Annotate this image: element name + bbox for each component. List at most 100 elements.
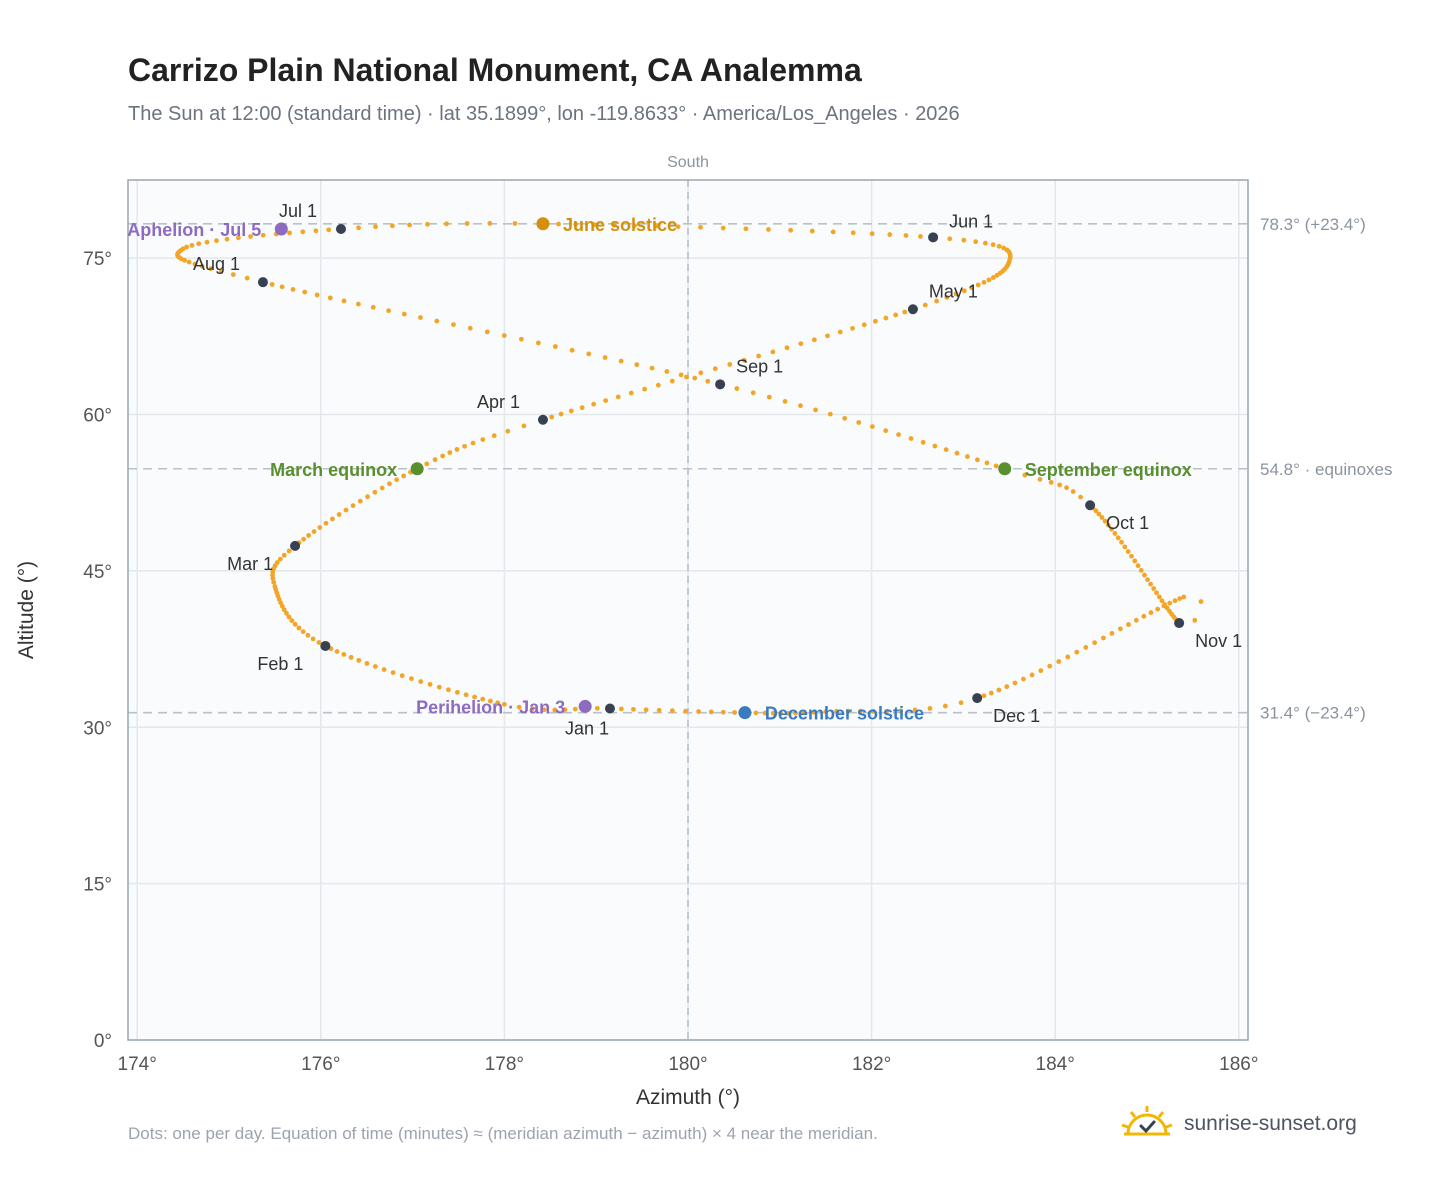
- daily-sun-dot: [1038, 668, 1044, 674]
- daily-sun-dot: [958, 700, 964, 706]
- daily-sun-dot: [618, 358, 624, 364]
- daily-sun-dot: [1056, 659, 1062, 664]
- daily-sun-dot: [873, 318, 878, 324]
- daily-sun-dot: [1156, 594, 1162, 600]
- daily-sun-dot: [454, 447, 460, 452]
- daily-sun-dot: [292, 621, 298, 627]
- daily-sun-dot: [1151, 586, 1157, 591]
- event-marker: [274, 222, 288, 236]
- month-label: Feb 1: [257, 654, 303, 674]
- daily-sun-dot: [336, 512, 342, 517]
- daily-sun-dot: [961, 237, 967, 243]
- daily-sun-dot: [290, 287, 296, 292]
- daily-sun-dot: [390, 223, 395, 229]
- daily-sun-dot: [896, 432, 901, 438]
- daily-sun-dot: [1177, 596, 1183, 601]
- daily-sun-dot: [552, 344, 558, 349]
- daily-sun-dot: [427, 681, 433, 687]
- daily-sun-dot: [830, 229, 836, 235]
- daily-sun-dot: [454, 689, 460, 695]
- event-marker: [998, 462, 1012, 476]
- daily-sun-dot: [683, 708, 688, 714]
- daily-sun-dot: [678, 372, 684, 378]
- daily-sun-dot: [943, 447, 949, 453]
- daily-sun-dot: [756, 353, 762, 359]
- y-tick-label: 15°: [83, 875, 112, 896]
- daily-sun-dot: [1070, 489, 1076, 494]
- daily-sun-dot: [813, 407, 818, 413]
- daily-sun-dot: [1047, 663, 1053, 669]
- month-label: Mar 1: [227, 554, 273, 574]
- daily-sun-dot: [884, 708, 890, 714]
- daily-sun-dot: [845, 708, 851, 714]
- daily-sun-dot: [310, 636, 316, 642]
- daily-sun-dot: [343, 507, 349, 513]
- x-tick-label: 182°: [852, 1054, 891, 1075]
- daily-sun-dot: [1115, 535, 1121, 541]
- daily-sun-dot: [705, 378, 711, 384]
- event-label: Aphelion · Jul 5: [127, 220, 261, 240]
- daily-sun-dot: [1022, 472, 1028, 478]
- daily-sun-dot: [1159, 598, 1165, 604]
- daily-sun-dot: [932, 443, 938, 449]
- month-marker: [537, 414, 548, 425]
- daily-sun-dot: [850, 230, 856, 236]
- daily-sun-dot: [986, 277, 992, 283]
- daily-sun-dot: [289, 618, 295, 624]
- daily-sun-dot: [996, 243, 1002, 249]
- daily-sun-dot: [953, 291, 959, 297]
- daily-sun-dot: [301, 536, 307, 542]
- daily-sun-dot: [1132, 558, 1138, 564]
- daily-sun-dot: [372, 489, 378, 495]
- daily-sun-dot: [1100, 635, 1106, 641]
- daily-sun-dot: [394, 477, 400, 483]
- daily-sun-dot: [1141, 613, 1147, 619]
- daily-sun-dot: [327, 295, 333, 301]
- daily-sun-dot: [495, 700, 501, 706]
- daily-sun-dot: [696, 709, 701, 714]
- daily-sun-dot: [975, 282, 981, 288]
- daily-sun-dot: [903, 233, 909, 238]
- daily-sun-dot: [401, 473, 407, 479]
- daily-sun-dot: [920, 439, 926, 445]
- daily-sun-dot: [357, 498, 363, 504]
- daily-sun-dot: [1004, 684, 1010, 690]
- daily-sun-dot: [1181, 594, 1187, 600]
- daily-sun-dot: [990, 242, 996, 248]
- month-marker: [1174, 618, 1185, 629]
- daily-sun-dot: [444, 221, 449, 227]
- daily-sun-dot: [1117, 626, 1123, 632]
- daily-sun-dot: [286, 614, 292, 620]
- daily-sun-dot: [311, 529, 317, 534]
- meridian-label: South: [667, 154, 709, 171]
- daily-sun-dot: [470, 440, 476, 446]
- daily-sun-dot: [230, 272, 236, 278]
- daily-sun-dot: [501, 701, 507, 707]
- daily-sun-dot: [436, 684, 442, 690]
- daily-sun-dot: [192, 261, 198, 267]
- daily-sun-dot: [1065, 654, 1071, 660]
- daily-sun-dot: [850, 325, 855, 331]
- brand-logo[interactable]: sunrise-sunset.org: [1120, 1102, 1357, 1146]
- month-markers: Jan 1 Feb 1 Mar 1 Apr 1 May 1 Jun 1 Jul 1 Aug 1…: [193, 201, 1242, 739]
- daily-sun-dot: [326, 227, 332, 233]
- daily-sun-dot: [386, 308, 391, 314]
- daily-sun-dot: [549, 414, 555, 420]
- daily-sun-dot: [323, 520, 329, 526]
- daily-sun-dot: [1105, 522, 1111, 528]
- daily-sun-dot: [793, 710, 798, 716]
- x-tick-label: 176°: [301, 1054, 340, 1075]
- daily-sun-dot: [1119, 539, 1124, 545]
- daily-sun-dot: [348, 654, 354, 660]
- daily-sun-dot: [954, 450, 960, 456]
- daily-sun-dot: [330, 516, 335, 522]
- daily-sun-dot: [306, 533, 312, 538]
- daily-sun-dot: [632, 223, 638, 229]
- daily-sun-dot: [287, 230, 292, 236]
- daily-sun-dot: [973, 239, 979, 245]
- daily-sun-dot: [569, 347, 575, 353]
- daily-sun-dot: [684, 374, 689, 380]
- daily-sun-dot: [1133, 617, 1139, 623]
- daily-sun-dot: [463, 692, 469, 698]
